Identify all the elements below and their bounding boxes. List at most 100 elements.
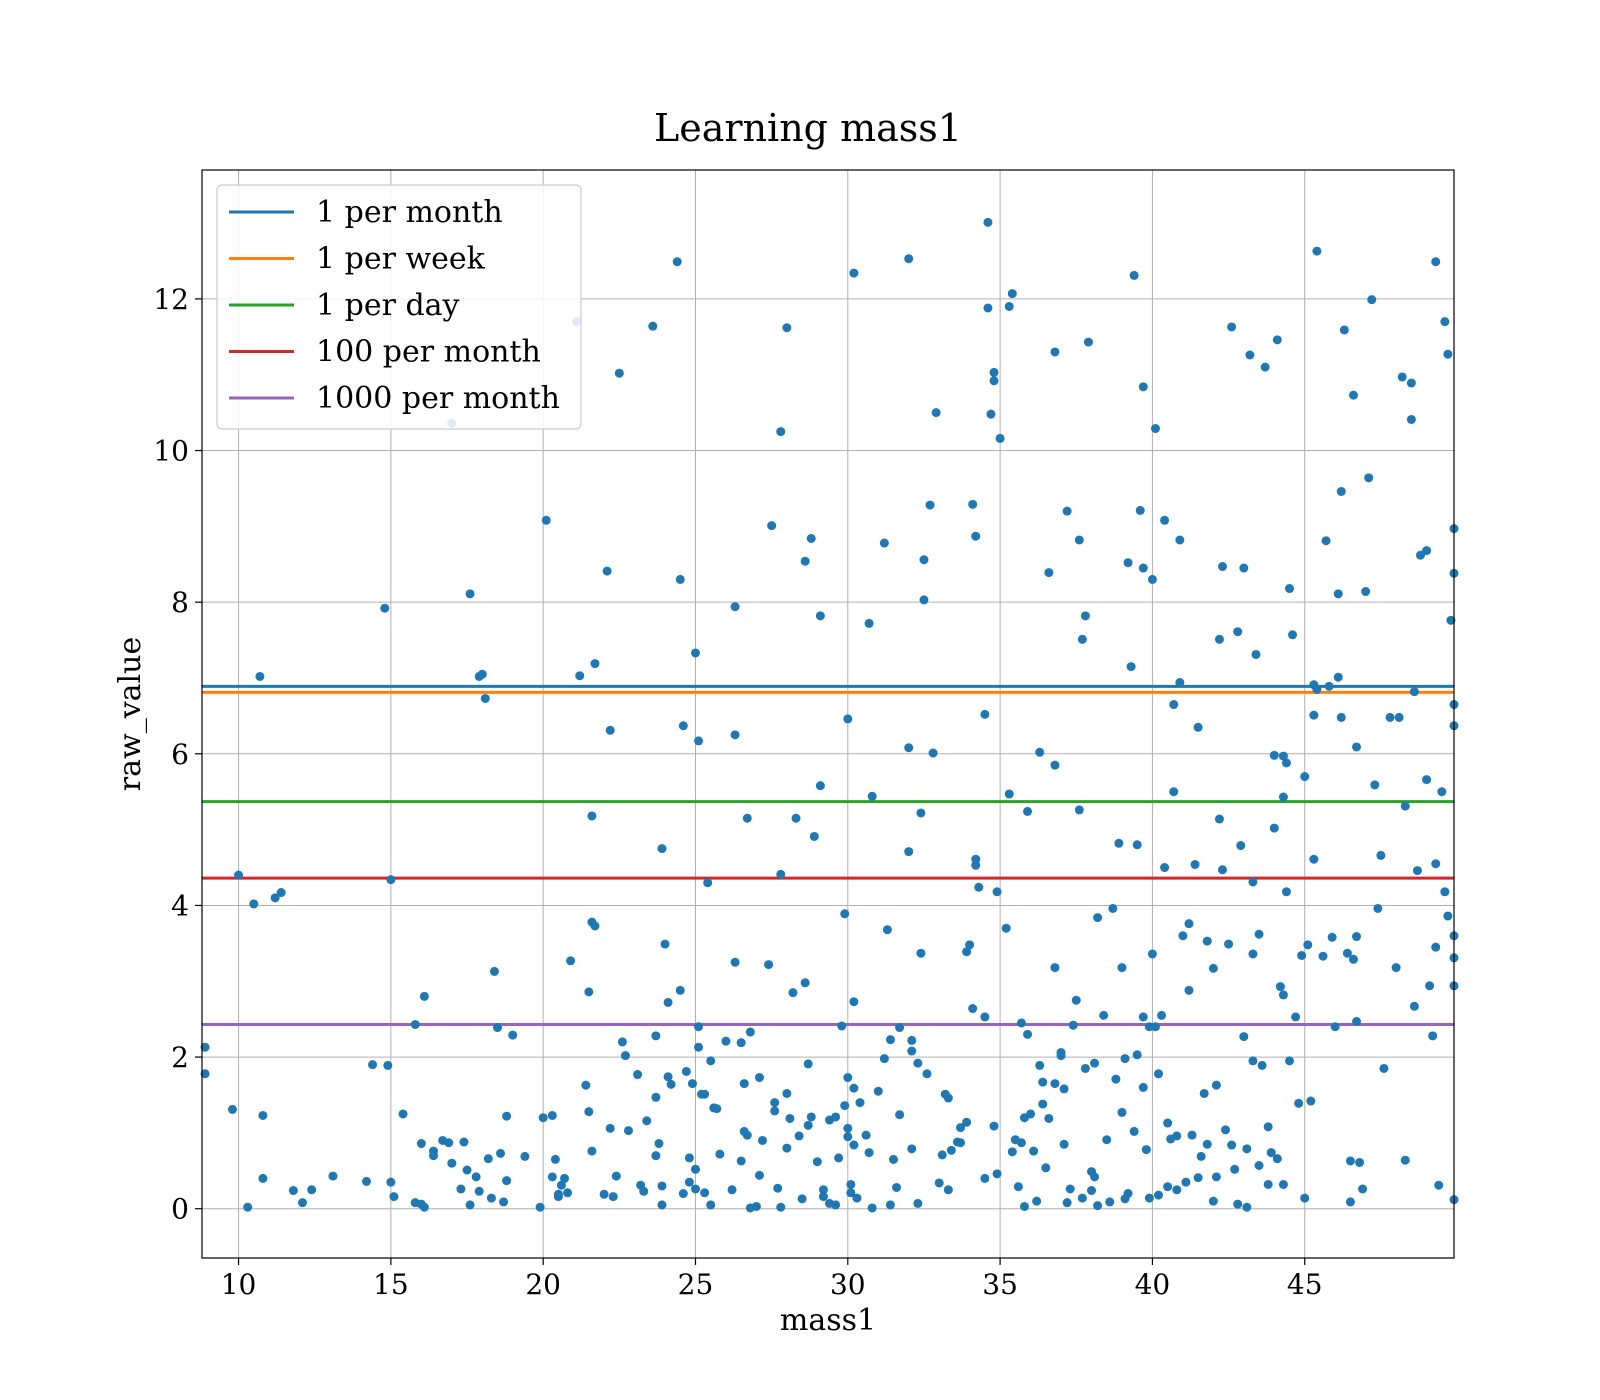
scatter-point bbox=[1373, 903, 1383, 913]
legend: 1 per month 1 per week 1 per day 100 per mo… bbox=[216, 184, 582, 430]
scatter-point bbox=[1291, 1012, 1301, 1022]
scatter-point bbox=[200, 1069, 210, 1079]
scatter-point bbox=[508, 1030, 518, 1040]
x-tick-label: 35 bbox=[982, 1268, 1018, 1301]
scatter-point bbox=[815, 781, 825, 791]
y-axis-label: raw_value bbox=[113, 637, 148, 791]
scatter-point bbox=[1138, 1082, 1148, 1092]
scatter-point bbox=[1376, 850, 1386, 860]
scatter-point bbox=[489, 966, 499, 976]
scatter-point bbox=[956, 1123, 966, 1133]
scatter-point bbox=[818, 1192, 828, 1202]
scatter-point bbox=[1431, 942, 1441, 952]
scatter-point bbox=[895, 1023, 905, 1033]
scatter-point bbox=[1193, 1173, 1203, 1183]
scatter-point bbox=[1278, 792, 1288, 802]
scatter-point bbox=[916, 948, 926, 958]
scatter-point bbox=[380, 603, 390, 613]
scatter-point bbox=[389, 1192, 399, 1202]
scatter-point bbox=[1333, 589, 1343, 599]
scatter-point bbox=[1160, 515, 1170, 525]
scatter-point bbox=[1154, 1069, 1164, 1079]
legend-label: 1000 per month bbox=[316, 381, 560, 416]
scatter-point bbox=[1391, 963, 1401, 973]
scatter-point bbox=[1214, 814, 1224, 824]
scatter-point bbox=[520, 1151, 530, 1161]
scatter-point bbox=[782, 1088, 792, 1098]
scatter-point bbox=[1175, 678, 1185, 688]
scatter-point bbox=[943, 1185, 953, 1195]
scatter-point bbox=[1281, 887, 1291, 897]
scatter-point bbox=[956, 1138, 966, 1148]
scatter-point bbox=[1093, 1201, 1103, 1211]
scatter-point bbox=[1077, 634, 1087, 644]
scatter-point bbox=[764, 960, 774, 970]
scatter-point bbox=[974, 882, 984, 892]
scatter-point bbox=[1345, 1197, 1355, 1207]
scatter-point bbox=[694, 1042, 704, 1052]
scatter-point bbox=[1242, 1202, 1252, 1212]
scatter-point bbox=[1352, 742, 1362, 752]
scatter-point bbox=[1196, 1151, 1206, 1161]
scatter-point bbox=[675, 985, 685, 995]
scatter-point bbox=[553, 1192, 563, 1202]
scatter-point bbox=[1074, 535, 1084, 545]
scatter-point bbox=[556, 1180, 566, 1190]
scatter-point bbox=[700, 1188, 710, 1198]
scatter-point bbox=[965, 940, 975, 950]
scatter-point bbox=[1242, 1144, 1252, 1154]
scatter-point bbox=[605, 1123, 615, 1133]
scatter-point bbox=[855, 1098, 865, 1108]
scatter-point bbox=[1272, 1154, 1282, 1164]
scatter-point bbox=[1269, 823, 1279, 833]
scatter-point bbox=[410, 1019, 420, 1029]
scatter-point bbox=[706, 1200, 716, 1210]
scatter-point bbox=[602, 566, 612, 576]
scatter-point bbox=[651, 1092, 661, 1102]
scatter-point bbox=[1138, 382, 1148, 392]
scatter-point bbox=[1394, 712, 1404, 722]
scatter-point bbox=[1245, 350, 1255, 360]
scatter-point bbox=[843, 714, 853, 724]
scatter-point bbox=[465, 1200, 475, 1210]
scatter-point bbox=[1059, 1139, 1069, 1149]
scatter-point bbox=[1035, 1060, 1045, 1070]
scatter-point bbox=[913, 1058, 923, 1068]
scatter-point bbox=[1339, 325, 1349, 335]
scatter-point bbox=[1428, 1031, 1438, 1041]
scatter-point bbox=[1272, 335, 1282, 345]
scatter-point bbox=[776, 427, 786, 437]
scatter-point bbox=[587, 811, 597, 821]
scatter-point bbox=[1440, 887, 1450, 897]
scatter-point bbox=[584, 1107, 594, 1117]
scatter-point bbox=[666, 1079, 676, 1089]
scatter-point bbox=[730, 957, 740, 967]
scatter-point bbox=[1172, 1131, 1182, 1141]
scatter-point bbox=[1013, 1182, 1023, 1192]
scatter-point bbox=[1257, 1060, 1267, 1070]
scatter-point bbox=[1184, 985, 1194, 995]
scatter-point bbox=[1026, 1109, 1036, 1119]
scatter-point bbox=[800, 556, 810, 566]
scatter-point bbox=[1385, 712, 1395, 722]
chart-title: Learning mass1 bbox=[654, 106, 962, 150]
scatter-point bbox=[809, 831, 819, 841]
scatter-point bbox=[1135, 505, 1145, 515]
scatter-point bbox=[1202, 936, 1212, 946]
scatter-point bbox=[1230, 1164, 1240, 1174]
scatter-point bbox=[812, 1157, 822, 1167]
scatter-point bbox=[1239, 563, 1249, 573]
scatter-point bbox=[1056, 1051, 1066, 1061]
scatter-point bbox=[840, 1101, 850, 1111]
scatter-point bbox=[1138, 563, 1148, 573]
scatter-point bbox=[1303, 940, 1313, 950]
legend-label: 1 per day bbox=[316, 288, 460, 323]
scatter-point bbox=[678, 1189, 688, 1199]
scatter-point bbox=[1412, 866, 1422, 876]
scatter-point bbox=[1132, 840, 1142, 850]
scatter-point bbox=[843, 1073, 853, 1083]
scatter-point bbox=[1154, 1190, 1164, 1200]
scatter-point bbox=[1275, 982, 1285, 992]
scatter-point bbox=[986, 409, 996, 419]
scatter-point bbox=[803, 1120, 813, 1130]
